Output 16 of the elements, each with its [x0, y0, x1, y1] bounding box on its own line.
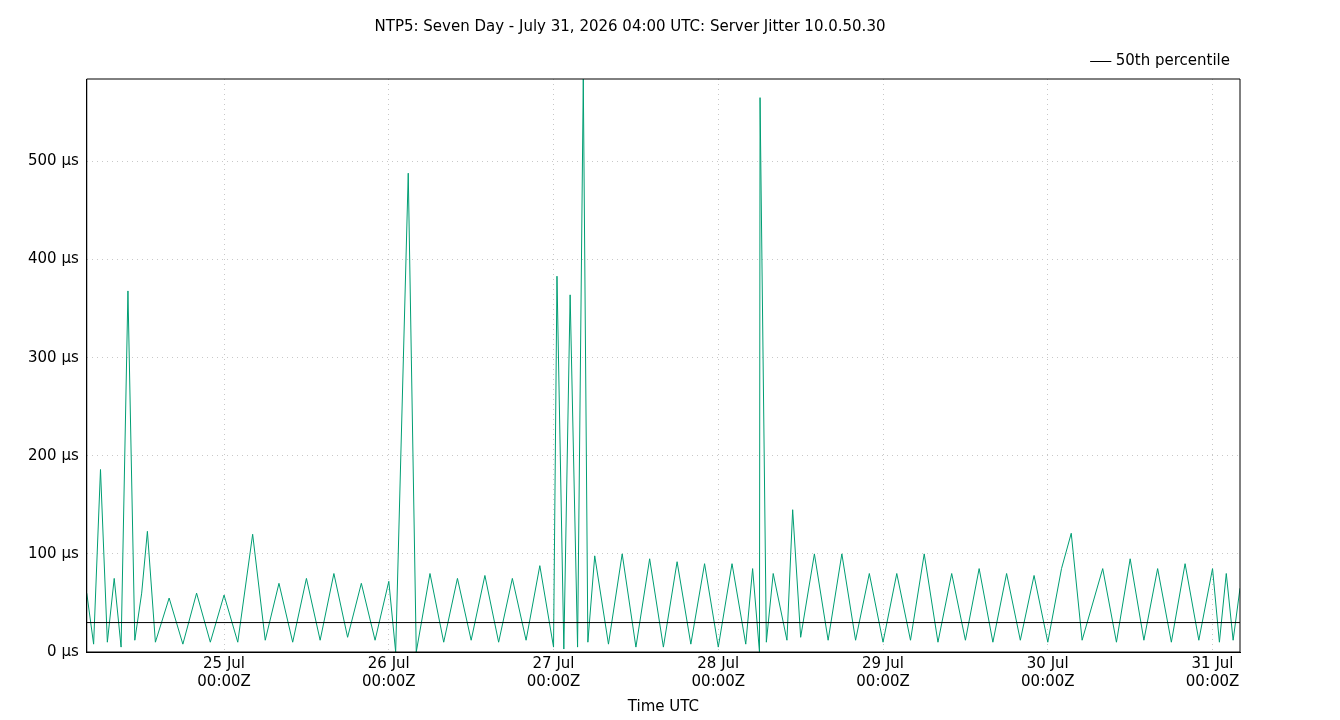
x-tick-label: 25 Jul 00:00Z — [197, 653, 251, 690]
x-tick-label: 29 Jul 00:00Z — [856, 653, 910, 690]
x-tick-label: 26 Jul 00:00Z — [362, 653, 416, 690]
legend-label: 50th percentile — [1115, 51, 1231, 70]
y-tick-label: 300 µs — [27, 347, 79, 366]
x-tick-label: 28 Jul 00:00Z — [691, 653, 746, 690]
chart-title: NTP5: Seven Day - July 31, 2026 04:00 UTC: Server Jitter 10.0.50.30 — [374, 16, 886, 35]
y-tick-label: 400 µs — [27, 249, 79, 268]
x-tick-label: 27 Jul 00:00Z — [526, 653, 581, 690]
y-tick-label: 500 µs — [27, 151, 79, 170]
y-tick-label: 0 µs — [47, 641, 79, 660]
x-axis-title: Time UTC — [626, 696, 699, 715]
x-tick-label: 30 Jul 00:00Z — [1021, 653, 1075, 690]
x-tick-label: 31 Jul 00:00Z — [1185, 653, 1240, 690]
y-tick-label: 200 µs — [27, 445, 79, 464]
y-tick-label: 100 µs — [27, 543, 79, 562]
